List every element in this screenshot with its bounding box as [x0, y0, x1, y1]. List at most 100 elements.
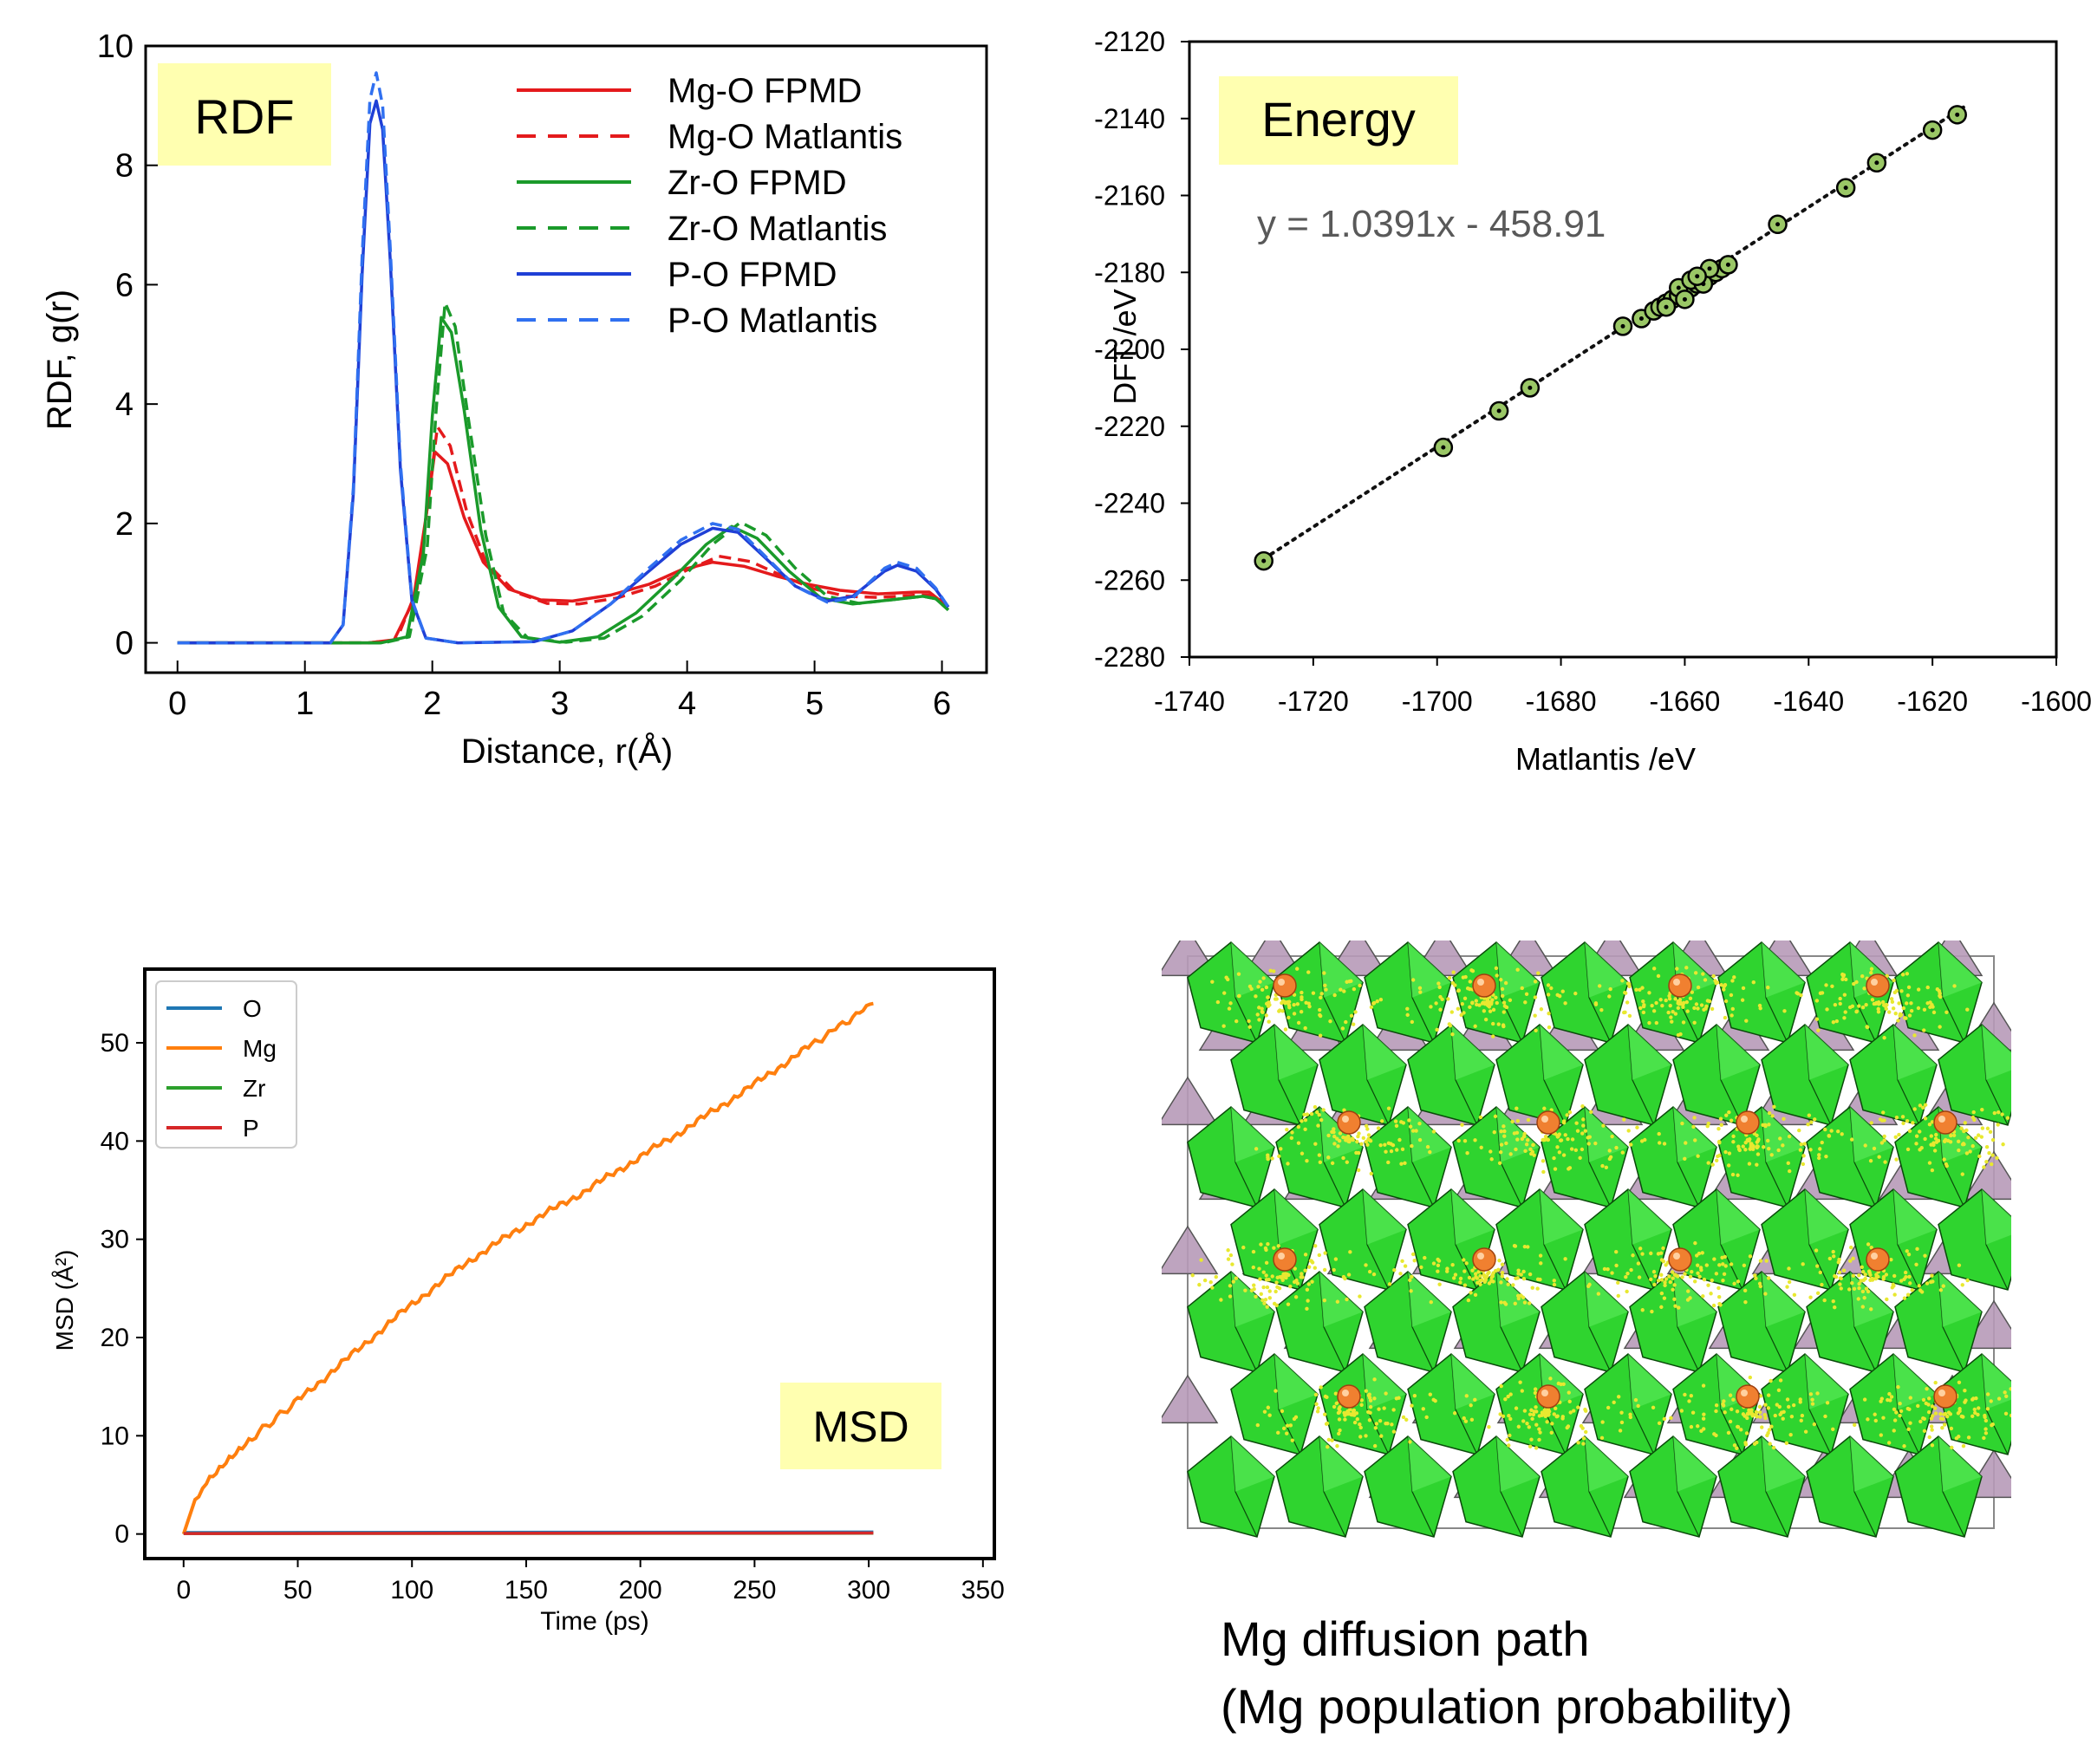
mg-probability-dot: [1581, 1117, 1586, 1122]
mg-probability-dot: [1276, 1244, 1280, 1248]
zr-octahedron-face: [1628, 1025, 1671, 1080]
mg-probability-dot: [1505, 1277, 1509, 1281]
mg-probability-dot: [1869, 971, 1873, 975]
mg-probability-dot: [1369, 1005, 1374, 1010]
mg-probability-dot: [1375, 999, 1379, 1004]
mg-probability-dot: [1791, 1403, 1796, 1408]
zr-octahedron-edge: [1761, 941, 1788, 1044]
mg-probability-dot: [1869, 1121, 1873, 1125]
mg-probability-dot: [1267, 1296, 1272, 1300]
mg-probability-dot: [1530, 1286, 1534, 1290]
mg-probability-dot: [1364, 1139, 1368, 1144]
mg-probability-dot: [1736, 1425, 1741, 1429]
mg-probability-dot: [1701, 1383, 1706, 1388]
mg-probability-dot: [1996, 1110, 2001, 1115]
mg-probability-dot: [1882, 1036, 1886, 1040]
mg-probability-dot: [1310, 1279, 1314, 1284]
mg-probability-dot: [1797, 1128, 1801, 1133]
mg-probability-dot: [1333, 1257, 1339, 1261]
mg-probability-dot: [1515, 1293, 1521, 1299]
mg-probability-dot: [1546, 993, 1551, 997]
mg-probability-dot: [1222, 991, 1227, 995]
mg-probability-dot: [1367, 1269, 1372, 1274]
mg-probability-dot: [1221, 1024, 1226, 1028]
mg-probability-dot: [1660, 1004, 1664, 1008]
mg-probability-dot: [1300, 1119, 1304, 1123]
mg-probability-dot: [1541, 1137, 1545, 1142]
mg-probability-dot: [1868, 1158, 1873, 1163]
mg-probability-dot: [1400, 1259, 1404, 1264]
mg-probability-dot: [1860, 1265, 1864, 1270]
mg-probability-dot: [1650, 1003, 1654, 1008]
mg-probability-dot: [1310, 1260, 1315, 1265]
mg-probability-dot: [1906, 985, 1912, 990]
mg-probability-dot: [1930, 1273, 1934, 1278]
mg-probability-dot: [1574, 1121, 1579, 1125]
mg-probability-dot: [1300, 997, 1304, 1002]
mg-probability-dot: [1267, 1289, 1272, 1293]
zr-octahedron-face: [1231, 1107, 1274, 1162]
mg-probability-dot: [1438, 1007, 1443, 1012]
mg-probability-dot: [1731, 1134, 1736, 1139]
zr-octahedron-face: [1673, 1436, 1716, 1492]
zr-octahedron-face: [1408, 1436, 1451, 1492]
zr-octahedron-face: [1585, 1436, 1628, 1492]
mg-probability-dot: [1907, 1274, 1912, 1279]
mg-probability-dot: [1741, 986, 1746, 991]
msd-x-tick-label: 100: [390, 1576, 433, 1605]
mg-probability-dot: [1450, 1262, 1455, 1267]
mg-probability-dot: [1829, 1129, 1834, 1133]
mg-probability-dot: [1428, 1392, 1433, 1396]
mg-probability-dot: [1930, 1120, 1935, 1124]
zr-octahedron-face: [1451, 1354, 1495, 1409]
mg-probability-dot: [1618, 1429, 1623, 1433]
mg-probability-dot: [1528, 1272, 1533, 1277]
mg-probability-dot: [1332, 1404, 1337, 1409]
mg-probability-dot: [1596, 1292, 1601, 1296]
msd-x-tick-label: 250: [733, 1576, 776, 1605]
mg-probability-dot: [1514, 1147, 1518, 1152]
mg-probability-dot: [1824, 983, 1828, 987]
mg-probability-dot: [1756, 1152, 1761, 1156]
mg-probability-dot: [1984, 1145, 1990, 1149]
mg-probability-dot: [1508, 1416, 1513, 1422]
mg-probability-dot: [1908, 1396, 1912, 1400]
mg-probability-dot: [1938, 994, 1943, 999]
msd-series-line: [181, 1001, 874, 1535]
mg-probability-dot: [1319, 992, 1324, 996]
mg-probability-dot: [1456, 988, 1461, 993]
mg-probability-dot: [1957, 1380, 1962, 1384]
mg-probability-dot: [1260, 1010, 1265, 1015]
mg-probability-dot: [1677, 998, 1683, 1002]
mg-probability-dot: [1273, 1389, 1278, 1393]
mg-probability-dot: [1864, 1286, 1869, 1291]
zr-octahedron-face: [1805, 1189, 1848, 1245]
mg-probability-dot: [1799, 993, 1803, 998]
mg-probability-dot: [1501, 993, 1505, 999]
mg-probability-dot: [1553, 1167, 1558, 1171]
mg-atom-highlight: [1278, 979, 1285, 986]
mg-probability-dot: [1525, 1421, 1529, 1426]
mg-probability-dot: [1293, 1266, 1297, 1271]
mg-probability-dot: [1384, 1149, 1388, 1154]
mg-probability-dot: [1504, 1005, 1509, 1010]
mg-probability-dot: [1933, 1411, 1938, 1416]
mg-probability-dot: [1608, 986, 1612, 992]
mg-probability-dot: [1462, 1258, 1466, 1262]
mg-atom: [1866, 973, 1890, 998]
mg-probability-dot: [1515, 1118, 1521, 1123]
mg-probability-dot: [1499, 1142, 1504, 1147]
mg-probability-dot: [1892, 1273, 1897, 1279]
mg-probability-dot: [1700, 1251, 1704, 1255]
mg-probability-dot: [1234, 1276, 1239, 1280]
mg-probability-dot: [1270, 1274, 1274, 1279]
zr-octahedron-edge: [1627, 1188, 1655, 1291]
mg-probability-dot: [1802, 1142, 1807, 1146]
mg-probability-dot: [1377, 1407, 1381, 1411]
mg-probability-dot: [1371, 1001, 1376, 1006]
mg-probability-dot: [1394, 1123, 1399, 1129]
mg-probability-dot: [1560, 1415, 1565, 1419]
mg-probability-dot: [1996, 1123, 2000, 1127]
mg-probability-dot: [1902, 1277, 1906, 1282]
